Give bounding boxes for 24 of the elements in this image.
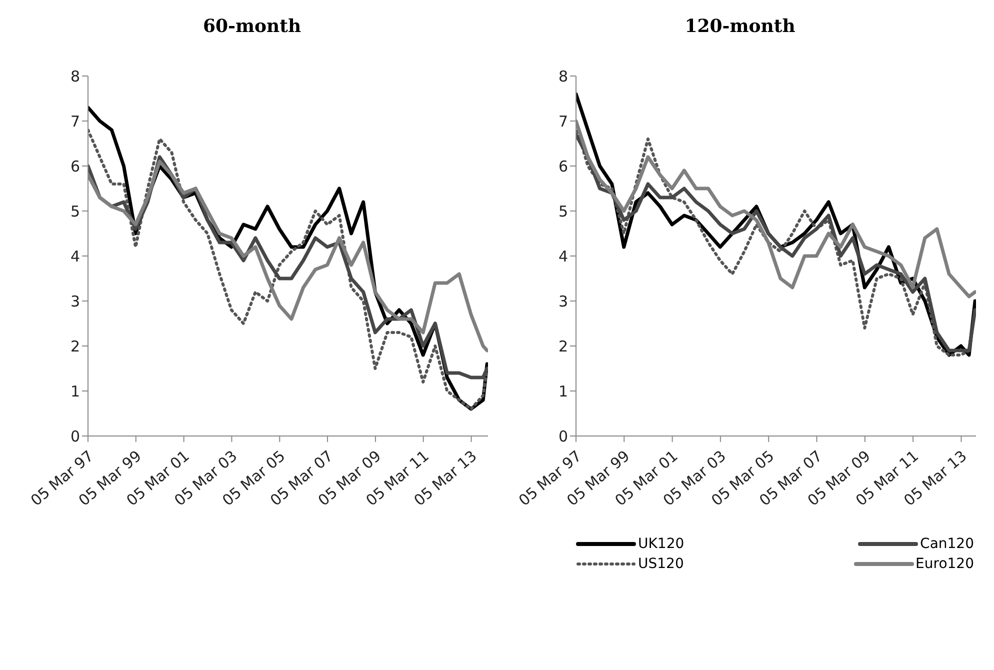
- chart-title: 120-month: [684, 15, 796, 39]
- legend-label: US120: [638, 556, 684, 572]
- y-tick-label: 3: [70, 292, 80, 310]
- y-tick-label: 1: [558, 382, 568, 400]
- chart-title: 60-month: [202, 15, 302, 39]
- y-tick-label: 2: [70, 337, 80, 356]
- legend-label: Euro120: [916, 556, 974, 572]
- y-tick-label: 6: [70, 157, 80, 176]
- legend-label: UK120: [638, 536, 684, 552]
- y-tick-label: 4: [70, 247, 80, 266]
- y-tick-label: 5: [558, 202, 568, 220]
- y-tick-label: 7: [558, 112, 568, 130]
- y-tick-label: 6: [558, 157, 568, 176]
- y-tick-label: 2: [558, 337, 568, 356]
- y-tick-label: 0: [558, 427, 568, 446]
- y-tick-label: 4: [558, 247, 568, 266]
- y-tick-label: 0: [70, 427, 80, 446]
- y-tick-label: 3: [558, 292, 568, 310]
- y-tick-label: 8: [70, 67, 80, 86]
- y-tick-label: 1: [70, 382, 80, 400]
- y-tick-label: 8: [558, 67, 568, 86]
- y-tick-label: 5: [70, 202, 80, 220]
- y-tick-label: 7: [70, 112, 80, 130]
- legend-label: Can120: [920, 536, 974, 552]
